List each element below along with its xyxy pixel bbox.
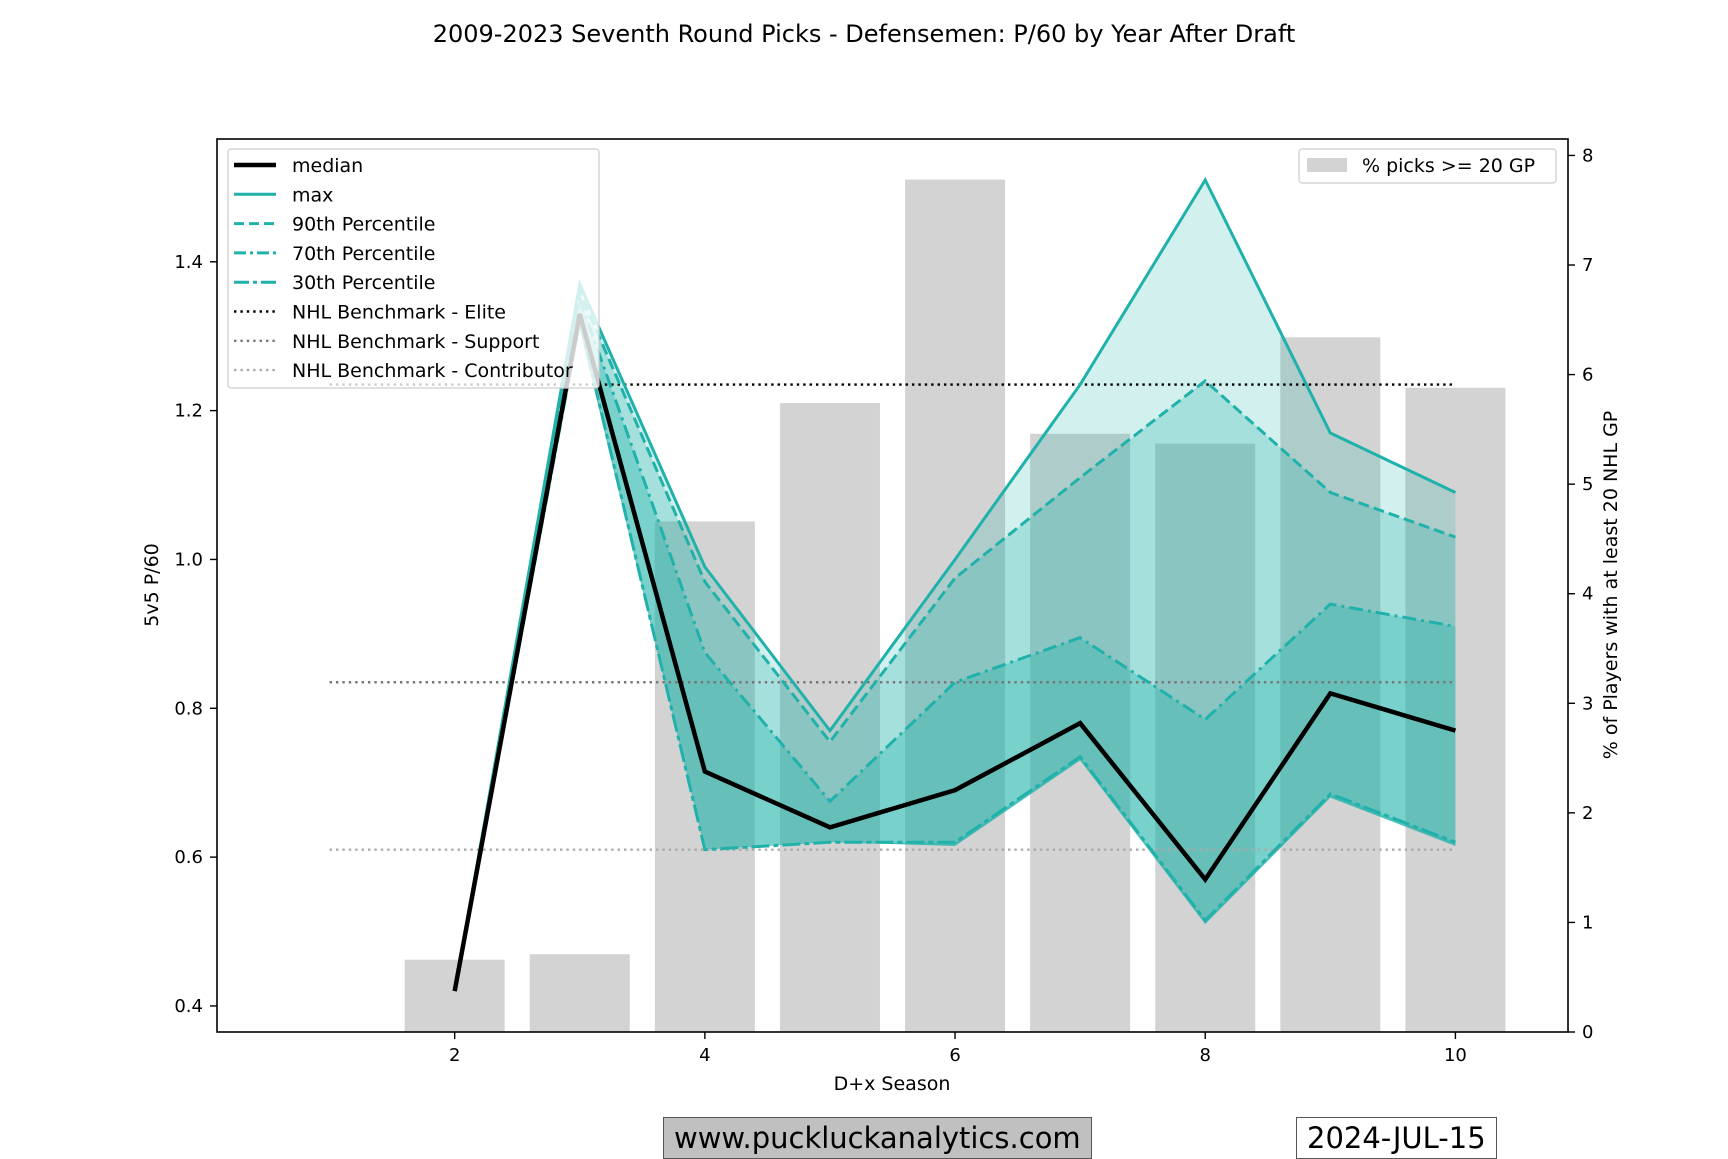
legend-label-70th-percentile: 70th Percentile	[292, 243, 435, 265]
x-tick-label: 8	[1200, 1045, 1211, 1066]
bar-d3	[529, 954, 630, 1032]
date-label: 2024-JUL-15	[1296, 1117, 1497, 1159]
fill-90-70	[454, 291, 1456, 992]
legend: median max 90th Percentile 70th Percentile 3…	[227, 148, 600, 389]
legend-label-nhl-benchmark-contributor: NHL Benchmark - Contributor	[292, 360, 573, 382]
line-layer	[452, 176, 1457, 992]
x-tick-label: 10	[1444, 1045, 1467, 1066]
chart-title: 2009-2023 Seventh Round Picks - Defensem…	[433, 20, 1296, 48]
series-70th-percentile	[453, 293, 1456, 992]
legend-label-nhl-benchmark-support: NHL Benchmark - Support	[292, 331, 539, 353]
series-30th-percentile	[453, 320, 1456, 992]
series-max	[453, 176, 1457, 992]
x-tick-label: 6	[949, 1045, 960, 1066]
y2-tick-label: 0	[1582, 1022, 1593, 1043]
y-tick-label: 1.2	[174, 401, 203, 422]
fill-layer	[454, 179, 1456, 992]
y-tick-label: 0.8	[174, 698, 203, 719]
y2-tick-label: 3	[1582, 693, 1593, 714]
legend-label-90th-percentile: 90th Percentile	[292, 214, 435, 236]
x-axis-label: D+x Season	[834, 1073, 951, 1095]
bar-d5	[779, 403, 880, 1032]
y-tick-label: 1.0	[174, 549, 203, 570]
y2-tick-label: 1	[1582, 912, 1593, 933]
x-tick-label: 4	[699, 1045, 710, 1066]
legend-label-max: max	[292, 184, 333, 206]
bar-legend-swatch	[1307, 158, 1347, 172]
series-median	[452, 313, 1457, 992]
y-tick-label: 0.4	[174, 996, 203, 1017]
axis-layer: 2 4 6 8 10 0.4 0.6 0.8 1.0 1.2 1.4 0 1 2 3 4 5 6 7 8	[174, 145, 1593, 1066]
legend-label-30th-percentile: 30th Percentile	[292, 272, 435, 294]
bar-legend-box	[1298, 148, 1557, 184]
y2-tick-label: 4	[1582, 584, 1593, 605]
y2-tick-label: 5	[1582, 474, 1593, 495]
y-tick-label: 0.6	[174, 847, 203, 868]
y2-axis-label: % of Players with at least 20 NHL GP	[1600, 411, 1622, 760]
x-tick-label: 2	[449, 1045, 460, 1066]
bar-legend: % picks >= 20 GP	[1298, 148, 1557, 184]
legend-label-median: median	[292, 155, 363, 177]
bar-d2	[404, 959, 505, 1032]
legend-box	[227, 148, 600, 389]
y-axis-label: 5v5 P/60	[141, 543, 163, 627]
fill-70-30	[454, 299, 1456, 992]
website-label: www.puckluckanalytics.com	[663, 1117, 1092, 1159]
legend-label-nhl-benchmark-elite: NHL Benchmark - Elite	[292, 302, 506, 324]
y2-tick-label: 7	[1582, 255, 1593, 276]
y-tick-label: 1.4	[174, 252, 203, 273]
bar-legend-label: % picks >= 20 GP	[1362, 155, 1535, 177]
y2-tick-label: 8	[1582, 145, 1593, 166]
y2-tick-label: 2	[1582, 803, 1593, 824]
series-90th-percentile	[453, 286, 1456, 992]
y2-tick-label: 6	[1582, 365, 1593, 386]
plot-frame	[216, 138, 1569, 1033]
